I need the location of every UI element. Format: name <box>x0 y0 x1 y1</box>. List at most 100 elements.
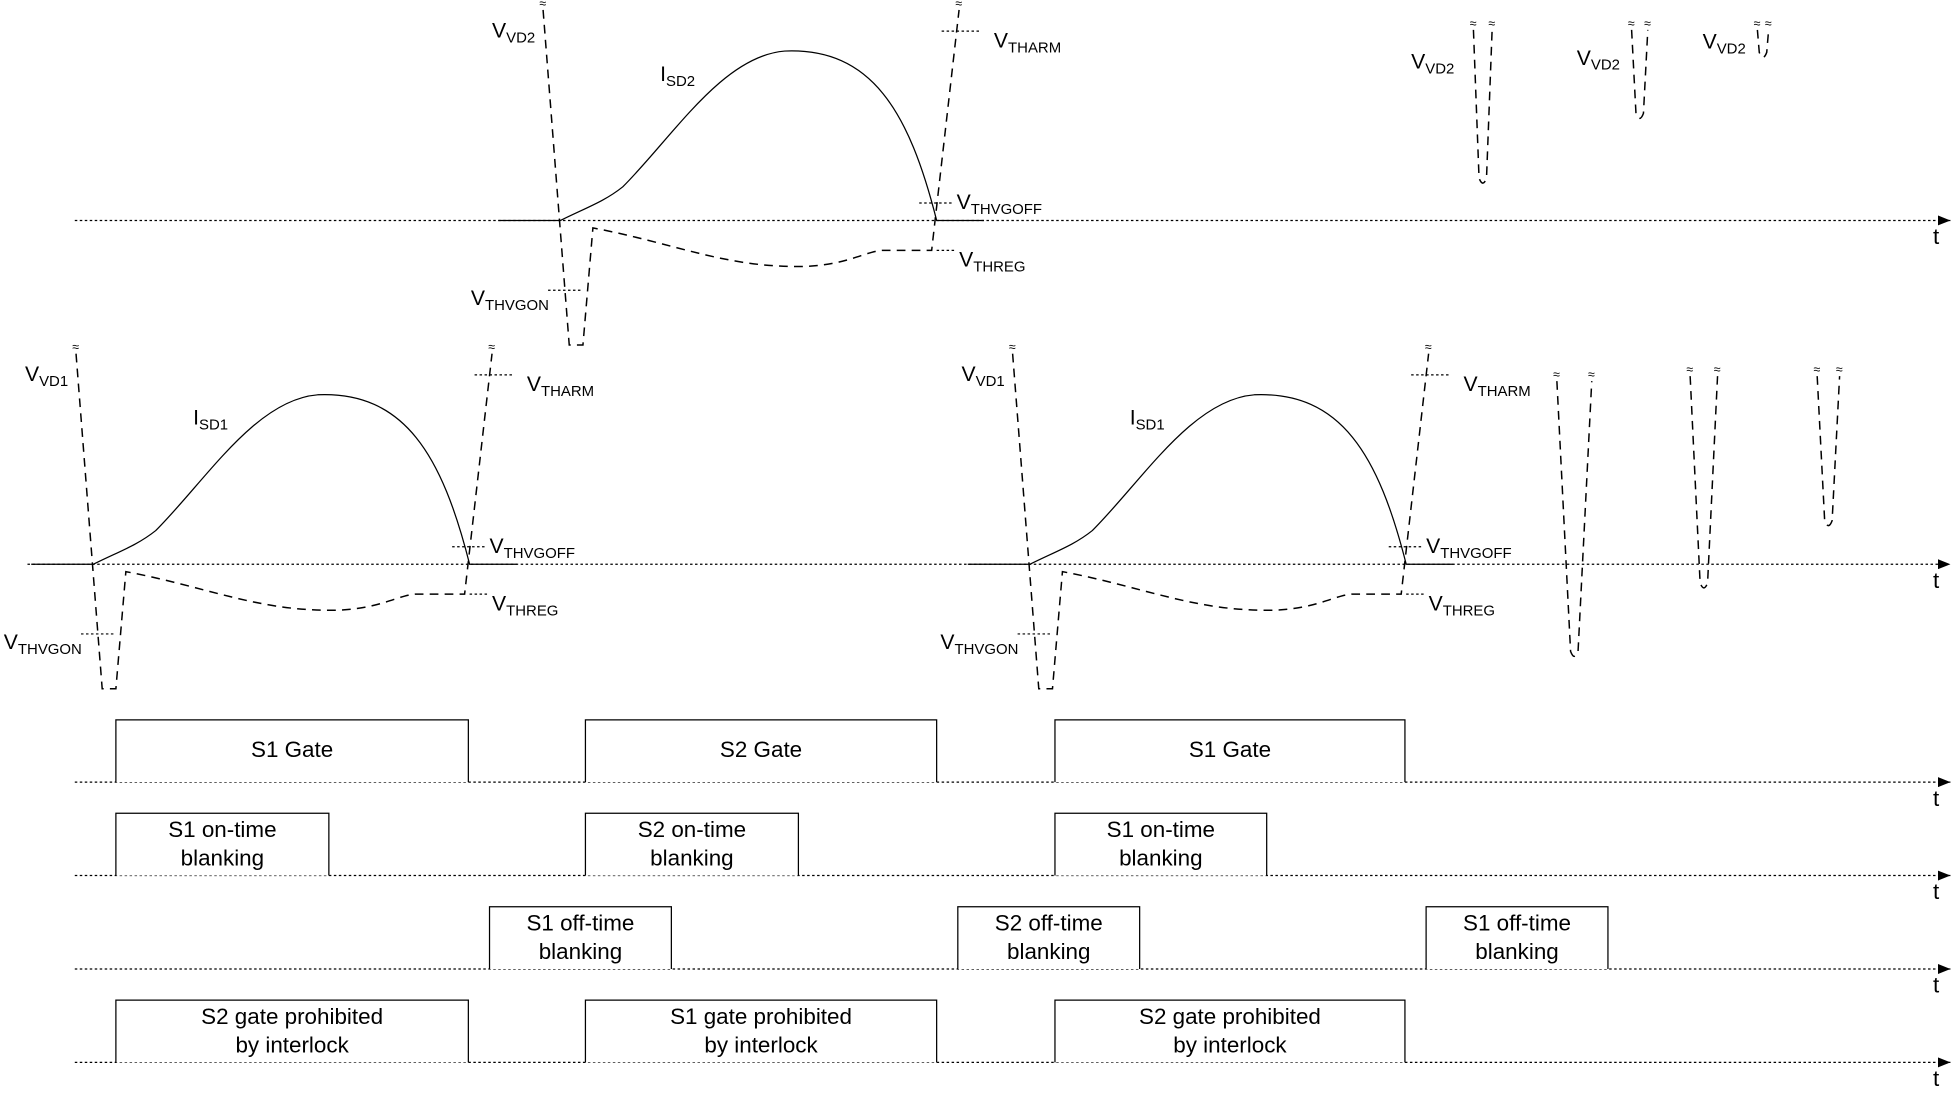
mid_right-thvgon-label: VTHVGON <box>940 631 1018 658</box>
pulse-label: S2 gate prohibited <box>1139 1004 1321 1029</box>
pulse-label: by interlock <box>235 1032 349 1057</box>
break-icon: ≈ <box>1836 363 1843 377</box>
break-icon: ≈ <box>1553 368 1560 382</box>
time-axis-label: t <box>1933 786 1940 811</box>
top-vd-label: VVD2 <box>492 19 535 46</box>
time-axis-label: t <box>1933 224 1940 249</box>
mid_right-tharm-label: VTHARM <box>1463 373 1530 400</box>
gate-signal-pulse: S1 Gate <box>115 719 469 783</box>
mid_right-vd-label: VVD1 <box>962 363 1005 390</box>
pulse-label: S1 off-time <box>1463 910 1571 935</box>
top-threg-label: VTHREG <box>959 249 1025 276</box>
off-time-blanking-pulse: S1 off-time blanking <box>1425 906 1609 969</box>
off-time-blanking-pulse: S1 off-time blanking <box>488 906 672 969</box>
pulse-label: S1 Gate <box>251 737 333 762</box>
gate-signal-pulse: S2 Gate <box>584 719 938 783</box>
pulse-label: S1 off-time <box>526 910 634 935</box>
mid_right-isd-label: ISD1 <box>1130 407 1165 434</box>
break-icon: ≈ <box>539 0 546 10</box>
time-axis-label: t <box>1933 1066 1940 1091</box>
ringing-dip-trace <box>1556 381 1593 658</box>
mid_left-tharm-label: VTHARM <box>527 373 594 400</box>
pulse-label: S1 Gate <box>1189 737 1271 762</box>
pulse-label: blanking <box>1007 939 1090 964</box>
interlock-prohibit-pulse: S1 gate prohibited by interlock <box>584 999 938 1063</box>
pulse-label: S2 on-time <box>638 817 746 842</box>
break-icon: ≈ <box>955 0 962 10</box>
off-time-blanking-pulse: S2 off-time blanking <box>957 906 1141 969</box>
gate-signal-pulse: S1 Gate <box>1054 719 1406 783</box>
pulse-label: blanking <box>650 846 733 871</box>
gate-signal-row: S1 Gate S2 Gate S1 Gate <box>115 719 1406 783</box>
waveform-top: ≈ ≈ <box>498 0 984 346</box>
waveform-mid_right: ≈ ≈ <box>967 340 1454 690</box>
pulse-label: S2 off-time <box>995 910 1103 935</box>
on-time-blanking-pulse: S1 on-time blanking <box>1054 812 1268 876</box>
on-time-blanking-pulse: S2 on-time blanking <box>584 812 800 876</box>
top-thvgoff-label: VTHVGOFF <box>957 191 1042 218</box>
pulse-label: S1 gate prohibited <box>670 1004 852 1029</box>
break-icon: ≈ <box>1488 16 1495 30</box>
on-time-blanking-pulse: S1 on-time blanking <box>115 812 330 876</box>
waveform-labels: VVD2 ISD2 VTHARM VTHVGOFF VTHREG VTHVGON VVD1 I… <box>4 19 1746 658</box>
pulse-label: by interlock <box>704 1032 818 1057</box>
mid_left-vd-label: VVD1 <box>25 363 68 390</box>
dip-vd2-label: VVD2 <box>1411 50 1454 77</box>
break-icon: ≈ <box>1644 16 1651 30</box>
ringing-dip-trace <box>1756 29 1770 59</box>
current-trace <box>967 394 1454 565</box>
dip-vd2-label: VVD2 <box>1577 47 1620 74</box>
pulse-label: blanking <box>1475 939 1558 964</box>
break-icon: ≈ <box>1686 363 1693 377</box>
drain-voltage-trace <box>542 9 960 346</box>
ringing-dip-trace <box>1689 376 1719 589</box>
mid_right-thvgoff-label: VTHVGOFF <box>1426 535 1512 562</box>
mid_left-thvgon-label: VTHVGON <box>4 631 82 658</box>
time-axis-label: t <box>1933 973 1940 998</box>
top-tharm-label: VTHARM <box>994 29 1061 56</box>
interlock-prohibit-pulse: S2 gate prohibited by interlock <box>1054 999 1406 1063</box>
drain-voltage-trace <box>1011 353 1430 690</box>
break-icon: ≈ <box>1588 368 1595 382</box>
waveform-mid_left: ≈ ≈ <box>31 340 517 690</box>
break-icon: ≈ <box>1009 340 1016 354</box>
ringing-dip-trace <box>1472 29 1493 184</box>
time-axis-label: t <box>1933 568 1940 593</box>
drain-voltage-trace <box>75 353 493 690</box>
pulse-label: S2 gate prohibited <box>201 1004 383 1029</box>
pulse-label: S2 Gate <box>720 737 802 762</box>
break-icon: ≈ <box>1628 16 1635 30</box>
top-thvgon-label: VTHVGON <box>471 287 549 314</box>
current-trace <box>498 50 984 222</box>
break-icon: ≈ <box>1765 16 1772 30</box>
break-icon: ≈ <box>72 340 79 354</box>
mid_left-thvgoff-label: VTHVGOFF <box>490 535 576 562</box>
pulse-label: by interlock <box>1173 1032 1287 1057</box>
mid_left-threg-label: VTHREG <box>492 592 558 619</box>
dip-vd2-label: VVD2 <box>1703 31 1746 58</box>
analog-waveforms: ≈ ≈≈ ≈ ≈ ≈≈ ≈ ≈ ≈ ≈ ≈≈ ≈ ≈ ≈ ≈ ≈ <box>31 0 1843 690</box>
pulse-label: S1 on-time <box>1107 817 1215 842</box>
break-icon: ≈ <box>488 340 495 354</box>
break-icon: ≈ <box>1813 363 1820 377</box>
time-axis-label: t <box>1933 879 1940 904</box>
pulse-label: blanking <box>1119 846 1202 871</box>
break-icon: ≈ <box>1470 16 1477 30</box>
ringing-dip-trace <box>1816 376 1841 527</box>
break-icon: ≈ <box>1754 16 1761 30</box>
mid_left-isd-label: ISD1 <box>193 407 228 434</box>
mid_right-threg-label: VTHREG <box>1429 592 1495 619</box>
pulse-label: blanking <box>181 846 264 871</box>
interlock-prohibit-pulse: S2 gate prohibited by interlock <box>115 999 469 1063</box>
top-isd-label: ISD2 <box>660 63 695 90</box>
pulse-label: S1 on-time <box>168 817 276 842</box>
current-trace <box>31 394 517 565</box>
pulse-label: blanking <box>539 939 622 964</box>
ringing-dip-trace <box>1630 29 1649 120</box>
break-icon: ≈ <box>1425 340 1432 354</box>
